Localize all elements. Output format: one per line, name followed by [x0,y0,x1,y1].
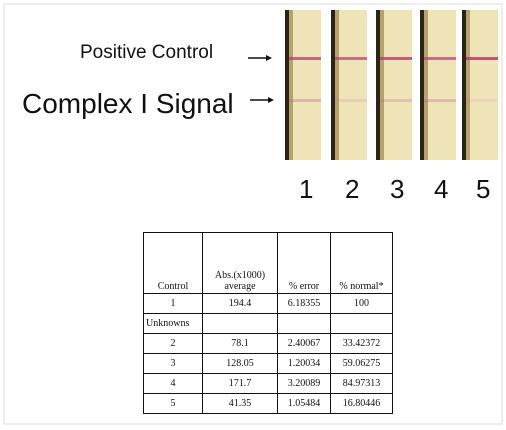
table-cell: % error [277,232,331,294]
arrow-head [266,55,272,61]
table-cell: 6.18355 [277,293,331,314]
table-row: Control Abs.(x1000) average% error% norma… [143,232,393,294]
signal-band [380,99,412,102]
table-row: 3 128.05 1.20034 59.06275 [143,353,393,374]
table-cell: 41.35 [202,393,278,414]
table-row: 1 194.4 6.18355 100 [143,293,393,314]
table-cell: 1.20034 [277,353,331,374]
signal-band [424,99,456,102]
table-row: 2 78.1 2.40067 33.42372 [143,333,393,354]
lane-number: 4 [434,174,449,204]
table-cell: 78.1 [202,333,278,354]
control-band [380,57,412,60]
table-cell [330,313,393,334]
table-cell [202,313,278,334]
table-cell: 1 [143,293,203,314]
table-cell: 3 [143,353,203,374]
table-cell: 100 [330,293,393,314]
table-cell: 4 [143,373,203,394]
control-band [335,57,367,60]
table-cell: % normal* [330,232,393,294]
lane-number: 3 [390,174,405,204]
strip-shade [289,10,293,160]
table-cell: 194.4 [202,293,278,314]
table-cell: 2 [143,333,203,354]
strip-shade [424,10,428,160]
table-cell: Unknowns [143,313,203,334]
table-cell: Control [143,232,203,294]
control-band [289,57,321,60]
table-cell: Abs.(x1000) average [202,232,278,294]
strip-shade [466,10,470,160]
lane-number: 5 [476,174,491,204]
positive-control-label: Positive Control [80,42,214,63]
results-table: Control Abs.(x1000) average% error% norma… [143,232,393,414]
control-band [466,57,498,60]
strip-edge [331,10,335,160]
table-cell: 84.97313 [330,373,393,394]
table-row: Unknowns [143,313,393,334]
table-cell: 3.20089 [277,373,331,394]
table-row: 5 41.35 1.05484 16.80446 [143,393,393,414]
frame [3,3,503,425]
table-cell: 1.05484 [277,393,331,414]
table-cell: 128.05 [202,353,278,374]
arrow-head [268,97,274,103]
strip-edge [462,10,466,160]
strip-edge [376,10,380,160]
control-band [424,57,456,60]
strip-edge [420,10,424,160]
signal-band [289,99,321,102]
strip-shade [380,10,384,160]
signal-band [335,99,367,102]
signal-band [466,99,498,102]
table-cell: 16.80446 [330,393,393,414]
strip-edge [285,10,289,160]
table-row: 4 171.7 3.20089 84.97313 [143,373,393,394]
lane-number: 1 [299,174,314,204]
table-cell: 5 [143,393,203,414]
table-cell: 2.40067 [277,333,331,354]
table-cell: 171.7 [202,373,278,394]
lane-number: 2 [345,174,360,204]
complex-signal-label: Complex I Signal [22,88,234,119]
strips [285,10,498,160]
strip-shade [335,10,339,160]
table-cell: 59.06275 [330,353,393,374]
table-cell [277,313,331,334]
table-cell: 33.42372 [330,333,393,354]
